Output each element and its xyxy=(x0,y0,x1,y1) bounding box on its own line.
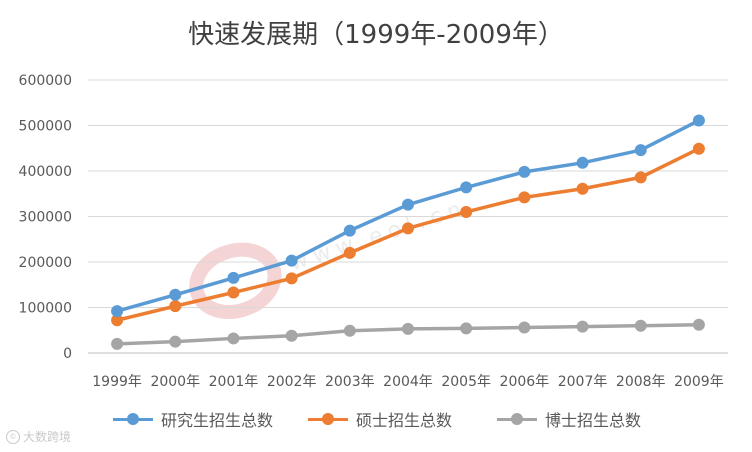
data-point xyxy=(343,324,356,337)
watermark-logo-mark xyxy=(189,242,282,319)
data-point xyxy=(111,337,124,350)
data-point xyxy=(518,321,531,334)
data-point xyxy=(285,272,298,285)
data-point xyxy=(227,271,240,284)
data-point xyxy=(692,142,705,155)
y-tick-label: 400000 xyxy=(19,164,72,180)
x-tick-label: 2003年 xyxy=(325,374,375,390)
chart-title: 快速发展期（1999年-2009年） xyxy=(188,20,564,50)
data-point xyxy=(169,335,182,348)
legend-swatch-marker xyxy=(322,413,334,425)
data-point xyxy=(227,286,240,299)
data-point xyxy=(169,288,182,301)
x-tick-label: 2004年 xyxy=(383,374,433,390)
y-tick-label: 0 xyxy=(63,346,72,362)
x-tick-label: 1999年 xyxy=(92,374,142,390)
x-tick-label: 2008年 xyxy=(616,374,666,390)
legend-swatch-marker xyxy=(127,413,139,425)
y-tick-label: 200000 xyxy=(19,255,72,271)
x-tick-label: 2001年 xyxy=(209,374,259,390)
data-point xyxy=(576,156,589,169)
data-point xyxy=(343,224,356,237)
data-point xyxy=(111,305,124,318)
legend-label: 博士招生总数 xyxy=(545,411,642,430)
legend-swatch xyxy=(113,413,153,425)
data-point xyxy=(460,205,473,218)
watermark-corner-text: 大数跨境 xyxy=(23,430,72,444)
x-tick-label: 2007年 xyxy=(558,374,608,390)
data-point xyxy=(460,322,473,335)
data-point xyxy=(169,300,182,313)
legend-swatch xyxy=(497,413,537,425)
legend-swatch-marker xyxy=(511,413,523,425)
data-point xyxy=(518,165,531,178)
y-tick-label: 300000 xyxy=(19,210,72,226)
data-point xyxy=(576,182,589,195)
watermark-corner: © 大数跨境 xyxy=(6,428,71,445)
data-point xyxy=(343,246,356,259)
legend-label: 研究生招生总数 xyxy=(161,411,274,430)
data-point xyxy=(518,191,531,204)
data-point xyxy=(285,329,298,342)
x-tick-label: 2009年 xyxy=(674,374,724,390)
data-point xyxy=(402,222,414,235)
data-point xyxy=(285,254,298,267)
data-point xyxy=(460,181,473,194)
data-point xyxy=(402,198,414,211)
data-point xyxy=(634,171,647,184)
legend-item: 硕士招生总数 xyxy=(308,404,452,434)
legend-item: 研究生招生总数 xyxy=(113,404,273,434)
legend-item: 博士招生总数 xyxy=(497,404,641,434)
x-tick-label: 2000年 xyxy=(150,374,200,390)
data-point xyxy=(576,320,589,333)
watermark-center-text: www.eol.cn xyxy=(287,195,471,276)
data-point xyxy=(634,319,647,332)
legend-label: 硕士招生总数 xyxy=(356,411,453,430)
data-point xyxy=(402,322,414,335)
y-tick-label: 600000 xyxy=(19,73,72,89)
data-point xyxy=(634,144,647,157)
x-tick-label: 2002年 xyxy=(267,374,317,390)
y-tick-label: 100000 xyxy=(19,301,72,317)
y-tick-label: 500000 xyxy=(19,119,72,135)
data-point xyxy=(692,318,705,331)
x-tick-label: 2006年 xyxy=(500,374,550,390)
data-point xyxy=(692,114,705,127)
camera-icon: © xyxy=(6,429,20,444)
data-point xyxy=(227,332,240,345)
chart-legend: 研究生招生总数 硕士招生总数 博士招生总数 xyxy=(0,404,752,434)
x-tick-label: 2005年 xyxy=(441,374,491,390)
legend-swatch xyxy=(308,413,348,425)
